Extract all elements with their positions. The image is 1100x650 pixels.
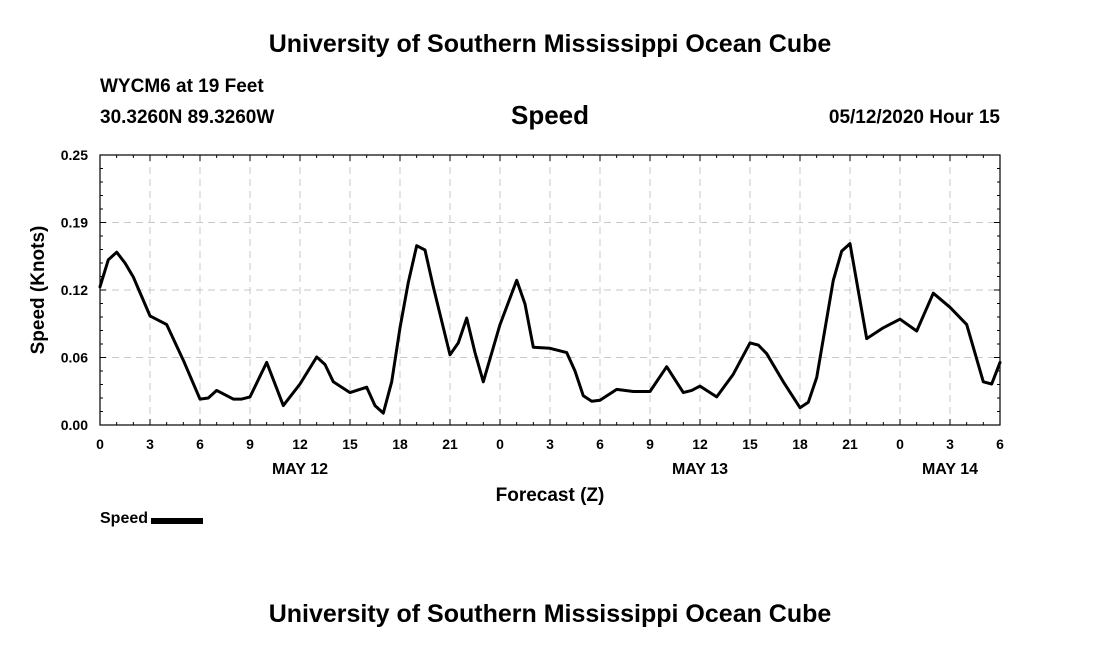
chart-title-top: University of Southern Mississippi Ocean… — [268, 30, 832, 58]
x-tick-label: 15 — [342, 436, 358, 452]
x-tick-label: 0 — [96, 436, 104, 452]
x-tick-label: 18 — [392, 436, 408, 452]
day-label: MAY 12 — [272, 461, 328, 478]
x-tick-label: 12 — [692, 436, 708, 452]
x-tick-label: 12 — [292, 436, 308, 452]
x-tick-label: 21 — [842, 436, 858, 452]
y-axis-title: Speed (Knots) — [28, 226, 49, 355]
legend: Speed — [100, 510, 204, 528]
day-label: MAY 14 — [922, 461, 978, 478]
x-tick-label: 3 — [146, 436, 154, 452]
y-tick-label: 0.00 — [61, 417, 88, 433]
x-tick-label: 3 — [946, 436, 954, 452]
x-tick-label: 6 — [196, 436, 204, 452]
day-label: MAY 13 — [672, 461, 728, 478]
x-tick-label: 21 — [442, 436, 458, 452]
x-tick-label: 15 — [742, 436, 758, 452]
x-tick-label: 6 — [596, 436, 604, 452]
x-tick-label: 6 — [996, 436, 1004, 452]
legend-swatch — [151, 517, 204, 524]
coordinates-label: 30.3260N 89.3260W — [100, 107, 275, 128]
x-tick-label: 0 — [896, 436, 904, 452]
x-tick-label: 9 — [246, 436, 254, 452]
variable-title: Speed — [510, 100, 590, 130]
plot-frame — [99, 154, 1001, 426]
datetime-label: 05/12/2020 Hour 15 — [828, 107, 1000, 128]
y-tick-label: 0.19 — [61, 215, 88, 231]
y-tick-label: 0.12 — [61, 282, 88, 298]
station-label: WYCM6 at 19 Feet — [100, 76, 264, 97]
legend-label: Speed — [100, 510, 149, 527]
y-tick-label: 0.25 — [61, 147, 88, 163]
x-tick-label: 3 — [546, 436, 554, 452]
x-tick-label: 18 — [792, 436, 808, 452]
chart-title-bottom: University of Southern Mississippi Ocean… — [268, 600, 832, 628]
series-line-speed — [98, 242, 1002, 415]
x-axis-title: Forecast (Z) — [496, 485, 605, 506]
x-tick-label: 9 — [646, 436, 654, 452]
y-tick-label: 0.06 — [61, 350, 88, 366]
x-tick-label: 0 — [496, 436, 504, 452]
